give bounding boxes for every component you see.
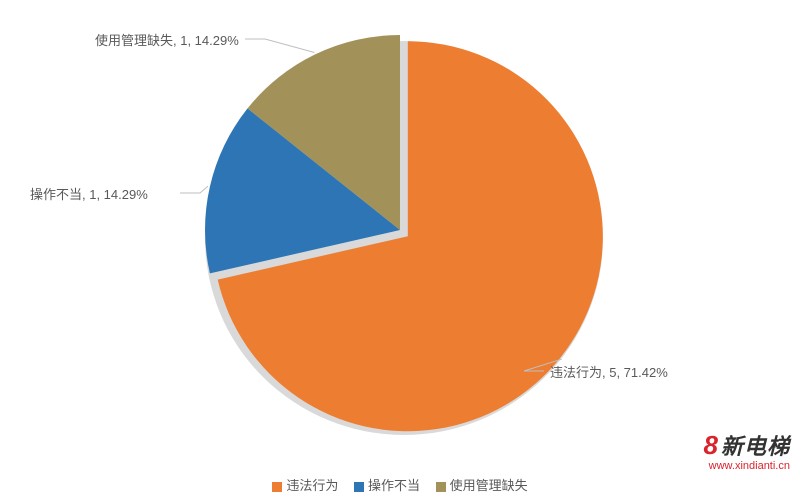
legend-label-2: 使用管理缺失 bbox=[450, 478, 528, 493]
callout-slice-2: 使用管理缺失, 1, 14.29% bbox=[95, 30, 239, 49]
leader-line bbox=[245, 39, 315, 53]
legend-label-1: 操作不当 bbox=[368, 478, 420, 493]
pie-chart: 违法行为, 5, 71.42% 操作不当, 1, 14.29% 使用管理缺失, … bbox=[0, 0, 800, 502]
legend-swatch-2 bbox=[436, 482, 446, 492]
legend-item-0: 违法行为 bbox=[272, 475, 338, 494]
legend: 违法行为 操作不当 使用管理缺失 bbox=[0, 475, 800, 494]
legend-item-1: 操作不当 bbox=[354, 475, 420, 494]
leader-line bbox=[180, 186, 208, 193]
pie-svg bbox=[0, 0, 800, 502]
callout-slice-1: 操作不当, 1, 14.29% bbox=[30, 184, 148, 203]
legend-item-2: 使用管理缺失 bbox=[436, 475, 528, 494]
callout-slice-0: 违法行为, 5, 71.42% bbox=[550, 362, 668, 381]
legend-swatch-0 bbox=[272, 482, 282, 492]
legend-label-0: 违法行为 bbox=[286, 478, 338, 493]
legend-swatch-1 bbox=[354, 482, 364, 492]
